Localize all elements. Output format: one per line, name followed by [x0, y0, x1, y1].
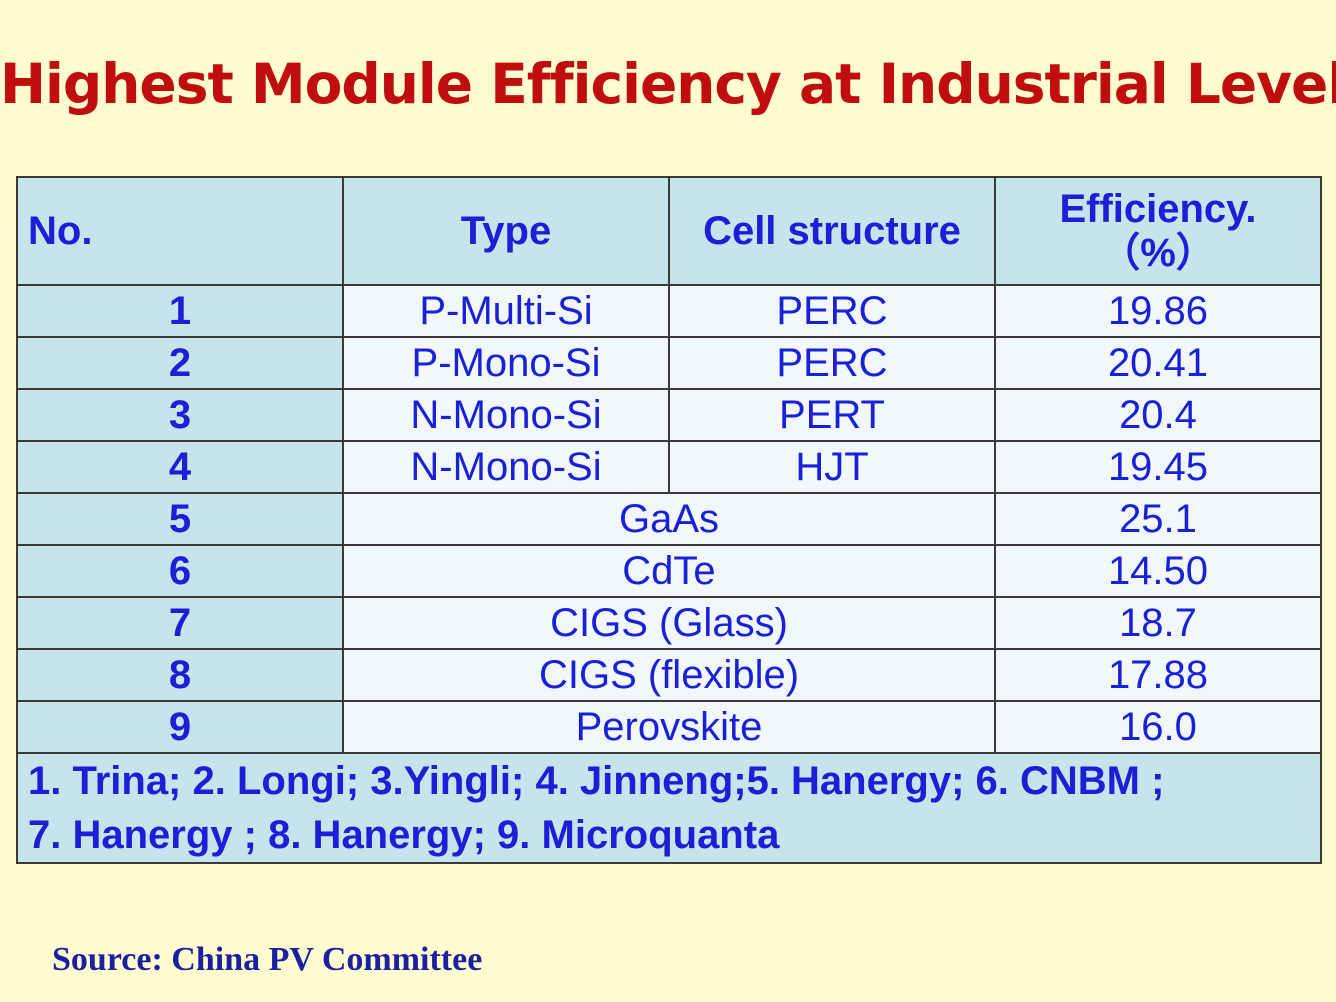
header-cell-structure: Cell structure	[668, 176, 996, 286]
table-row: 3 N-Mono-Si PERT 20.4	[16, 388, 1322, 442]
row-no: 9	[16, 700, 344, 754]
table-header-row: No. Type Cell structure Efficiency. （%）	[16, 176, 1322, 286]
header-type: Type	[342, 176, 670, 286]
row-structure: PERC	[668, 336, 996, 390]
row-efficiency: 20.41	[994, 336, 1322, 390]
page-title: Highest Module Efficiency at Industrial …	[0, 52, 1336, 116]
row-structure: PERC	[668, 284, 996, 338]
table-row: 4 N-Mono-Si HJT 19.45	[16, 440, 1322, 494]
header-no: No.	[16, 176, 344, 286]
table-row: 1 P-Multi-Si PERC 19.86	[16, 284, 1322, 338]
table-row: 8 CIGS (flexible) 17.88	[16, 648, 1322, 702]
row-no: 5	[16, 492, 344, 546]
efficiency-table: No. Type Cell structure Efficiency. （%） …	[16, 176, 1322, 864]
row-efficiency: 17.88	[994, 648, 1322, 702]
row-type: N-Mono-Si	[342, 388, 670, 442]
row-no: 8	[16, 648, 344, 702]
row-no: 7	[16, 596, 344, 650]
row-no: 3	[16, 388, 344, 442]
table-row: 2 P-Mono-Si PERC 20.41	[16, 336, 1322, 390]
row-no: 4	[16, 440, 344, 494]
header-efficiency: Efficiency. （%）	[994, 176, 1322, 286]
table-row: 5 GaAs 25.1	[16, 492, 1322, 546]
row-type: Perovskite	[342, 700, 996, 754]
header-efficiency-unit: （%）	[1100, 231, 1216, 275]
note-line-2: 7. Hanergy ; 8. Hanergy; 9. Microquanta	[28, 813, 780, 857]
row-type: P-Multi-Si	[342, 284, 670, 338]
row-no: 6	[16, 544, 344, 598]
row-efficiency: 19.86	[994, 284, 1322, 338]
table-row: 7 CIGS (Glass) 18.7	[16, 596, 1322, 650]
manufacturer-note-row: 1. Trina; 2. Longi; 3.Yingli; 4. Jinneng…	[16, 752, 1322, 864]
note-line-1: 1. Trina; 2. Longi; 3.Yingli; 4. Jinneng…	[28, 759, 1165, 803]
header-efficiency-label: Efficiency.	[1059, 187, 1257, 231]
row-efficiency: 25.1	[994, 492, 1322, 546]
row-structure: HJT	[668, 440, 996, 494]
row-no: 1	[16, 284, 344, 338]
manufacturer-note: 1. Trina; 2. Longi; 3.Yingli; 4. Jinneng…	[16, 752, 1322, 864]
row-efficiency: 19.45	[994, 440, 1322, 494]
row-type: CIGS (Glass)	[342, 596, 996, 650]
source-credit: Source: China PV Committee	[52, 941, 483, 978]
row-type: CIGS (flexible)	[342, 648, 996, 702]
row-efficiency: 16.0	[994, 700, 1322, 754]
row-no: 2	[16, 336, 344, 390]
row-efficiency: 20.4	[994, 388, 1322, 442]
table-row: 9 Perovskite 16.0	[16, 700, 1322, 754]
row-structure: PERT	[668, 388, 996, 442]
row-efficiency: 14.50	[994, 544, 1322, 598]
row-efficiency: 18.7	[994, 596, 1322, 650]
row-type: N-Mono-Si	[342, 440, 670, 494]
row-type: GaAs	[342, 492, 996, 546]
row-type: CdTe	[342, 544, 996, 598]
table-row: 6 CdTe 14.50	[16, 544, 1322, 598]
row-type: P-Mono-Si	[342, 336, 670, 390]
